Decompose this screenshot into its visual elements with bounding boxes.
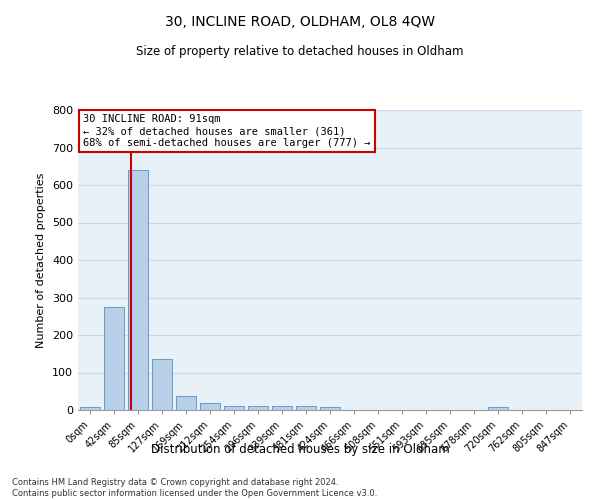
Bar	[296, 406, 316, 410]
Text: 30 INCLINE ROAD: 91sqm
← 32% of detached houses are smaller (361)
68% of semi-de: 30 INCLINE ROAD: 91sqm ← 32% of detached…	[83, 114, 371, 148]
Bar	[128, 170, 148, 410]
Bar	[488, 407, 508, 410]
Bar	[272, 406, 292, 410]
Bar	[152, 358, 172, 410]
Bar	[104, 307, 124, 410]
Text: Size of property relative to detached houses in Oldham: Size of property relative to detached ho…	[136, 45, 464, 58]
Text: Contains HM Land Registry data © Crown copyright and database right 2024.
Contai: Contains HM Land Registry data © Crown c…	[12, 478, 377, 498]
Bar	[80, 407, 100, 410]
Text: Distribution of detached houses by size in Oldham: Distribution of detached houses by size …	[151, 442, 449, 456]
Y-axis label: Number of detached properties: Number of detached properties	[37, 172, 46, 348]
Text: 30, INCLINE ROAD, OLDHAM, OL8 4QW: 30, INCLINE ROAD, OLDHAM, OL8 4QW	[165, 15, 435, 29]
Bar	[200, 402, 220, 410]
Bar	[320, 408, 340, 410]
Bar	[224, 406, 244, 410]
Bar	[248, 406, 268, 410]
Bar	[176, 396, 196, 410]
